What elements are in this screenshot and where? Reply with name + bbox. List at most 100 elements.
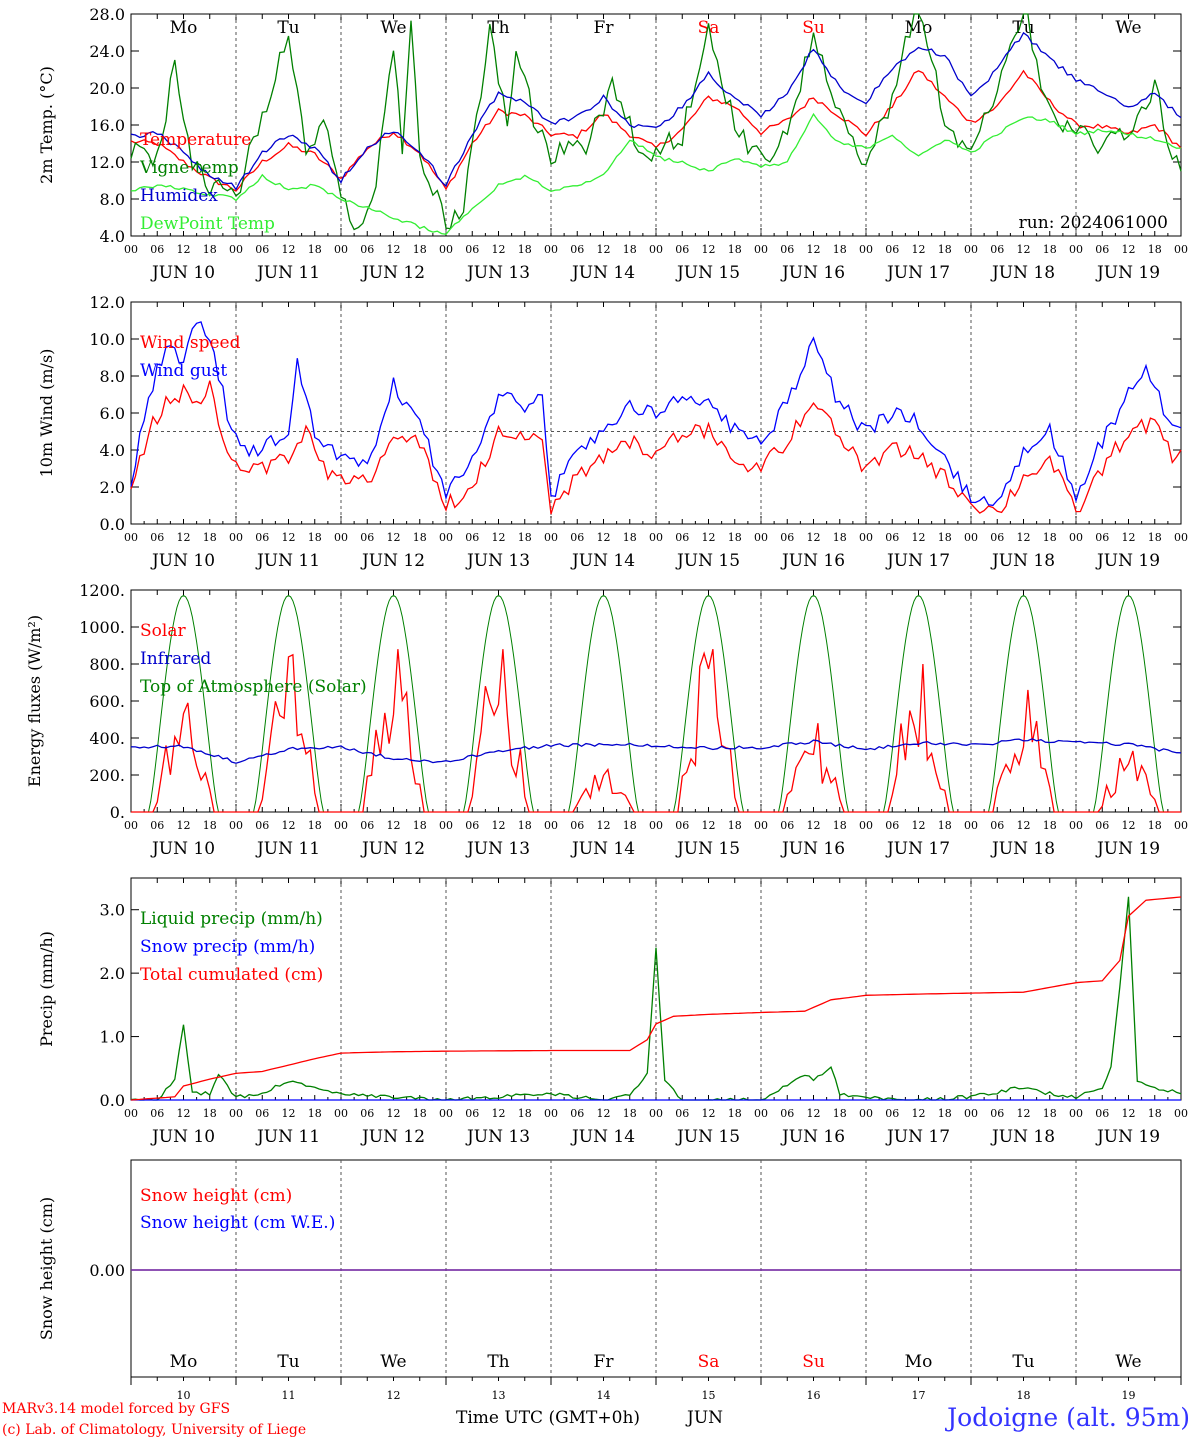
weekday-label: Mo [170, 18, 198, 38]
hour-tick-label: 18 [1148, 1107, 1162, 1120]
y-tick-label: 4.0 [100, 441, 125, 460]
hour-tick-label: 18 [1148, 531, 1162, 544]
hour-tick-label: 18 [308, 243, 322, 256]
hour-tick-label: 12 [807, 1107, 821, 1120]
hour-tick-label: 00 [1069, 531, 1083, 544]
hour-tick-label: 00 [544, 819, 558, 832]
legend-entry: Wind gust [140, 361, 227, 381]
hour-tick-label: 00 [544, 531, 558, 544]
hour-tick-label: 18 [938, 243, 952, 256]
date-label: JUN 16 [780, 839, 845, 859]
hour-tick-label: 12 [912, 531, 926, 544]
y-tick-label: 8.0 [100, 190, 125, 209]
date-label: JUN 19 [1095, 263, 1160, 283]
hour-tick-label: 06 [570, 1107, 584, 1120]
hour-tick-label: 06 [990, 819, 1004, 832]
hour-tick-label: 06 [780, 1107, 794, 1120]
weekday-label: We [380, 18, 406, 38]
y-tick-label: 600. [89, 692, 125, 711]
hour-tick-label: 06 [885, 1107, 899, 1120]
series-line-vigne-temp [130, 13, 1182, 231]
hour-tick-label: 06 [675, 243, 689, 256]
hour-tick-label: 00 [754, 531, 768, 544]
hour-tick-label: 12 [597, 819, 611, 832]
hour-tick-label: 12 [597, 243, 611, 256]
weekday-label: Su [802, 1352, 825, 1372]
hour-tick-label: 00 [859, 1107, 873, 1120]
hour-tick-label: 18 [728, 1107, 742, 1120]
hour-tick-label: 00 [229, 531, 243, 544]
date-label: JUN 18 [990, 1127, 1055, 1147]
hour-tick-label: 12 [1017, 531, 1031, 544]
hour-tick-label: 12 [387, 243, 401, 256]
legend-entry: Wind speed [140, 333, 241, 353]
hour-tick-label: 06 [570, 531, 584, 544]
date-label: JUN 14 [570, 551, 635, 571]
weekday-label: Tu [277, 18, 299, 38]
series-line-wind-speed [130, 380, 1182, 515]
weekday-label: Th [487, 18, 509, 38]
hour-tick-label: 06 [780, 819, 794, 832]
panel-snow: Mo 10 Tu 11 We 12 Th 13 Fr 14 Sa 15 Su 16 Mo 17 Tu 18 We 19… [37, 1159, 1182, 1402]
date-label: JUN 13 [465, 551, 530, 571]
hour-tick-label: 12 [282, 243, 296, 256]
date-label: JUN 17 [885, 1127, 950, 1147]
legend-entry: Humidex [140, 186, 218, 206]
hour-tick-label: 12 [912, 243, 926, 256]
hour-tick-label: 18 [938, 1107, 952, 1120]
hour-tick-label: 18 [623, 1107, 637, 1120]
legend-entry: Temperature [140, 130, 251, 150]
y-tick-label: 6.0 [100, 404, 125, 423]
date-label: JUN 12 [360, 263, 425, 283]
hour-tick-label: 18 [728, 243, 742, 256]
hour-tick-label: 00 [754, 243, 768, 256]
y-axis-label: Snow height (cm) [37, 1197, 56, 1340]
credit-line-2: (c) Lab. of Climatology, University of L… [2, 1422, 306, 1438]
hour-tick-label: 06 [570, 819, 584, 832]
hour-tick-label: 12 [807, 243, 821, 256]
date-label: JUN 14 [570, 839, 635, 859]
hour-tick-label: 18 [728, 819, 742, 832]
weekday-label: We [1115, 1352, 1141, 1372]
hour-tick-label: 18 [518, 819, 532, 832]
hour-tick-label: 00 [439, 531, 453, 544]
hour-tick-label: 00 [229, 1107, 243, 1120]
x-axis-title: Time UTC (GMT+0h) [456, 1408, 640, 1428]
y-tick-label: 4.0 [100, 227, 125, 246]
hour-tick-label: 18 [833, 819, 847, 832]
date-label: JUN 15 [675, 551, 740, 571]
hour-tick-label: 12 [702, 531, 716, 544]
hour-tick-label: 06 [255, 243, 269, 256]
hour-tick-label: 00 [964, 531, 978, 544]
series-line-wind-gust [130, 321, 1182, 507]
hour-tick-label: 12 [1122, 1107, 1136, 1120]
hour-tick-label: 00 [334, 243, 348, 256]
hour-tick-label: 00 [1174, 243, 1188, 256]
weekday-label: Mo [170, 1352, 198, 1372]
date-label: JUN 10 [150, 551, 215, 571]
hour-tick-label: 06 [255, 819, 269, 832]
hour-tick-label: 00 [649, 243, 663, 256]
series-line-dewpoint-temp [130, 112, 1182, 236]
weekday-label: We [1115, 18, 1141, 38]
hour-tick-label: 00 [964, 1107, 978, 1120]
date-label: JUN 11 [255, 839, 320, 859]
hour-tick-label: 06 [1095, 819, 1109, 832]
hour-tick-label: 00 [544, 243, 558, 256]
hour-tick-label: 00 [649, 819, 663, 832]
hour-tick-label: 06 [675, 531, 689, 544]
hour-tick-label: 00 [1174, 1107, 1188, 1120]
hour-tick-label: 12 [492, 1107, 506, 1120]
y-tick-label: 0.0 [100, 1091, 125, 1110]
hour-tick-label: 06 [360, 819, 374, 832]
hour-tick-label: 12 [702, 243, 716, 256]
weekday-label: Fr [594, 18, 615, 38]
hour-tick-label: 00 [334, 1107, 348, 1120]
y-tick-label: 1.0 [100, 1028, 125, 1047]
hour-tick-label: 06 [465, 819, 479, 832]
hour-tick-label: 06 [570, 243, 584, 256]
legend-entry: Snow height (cm W.E.) [140, 1213, 335, 1233]
hour-tick-label: 18 [1043, 243, 1057, 256]
hour-tick-label: 06 [675, 1107, 689, 1120]
